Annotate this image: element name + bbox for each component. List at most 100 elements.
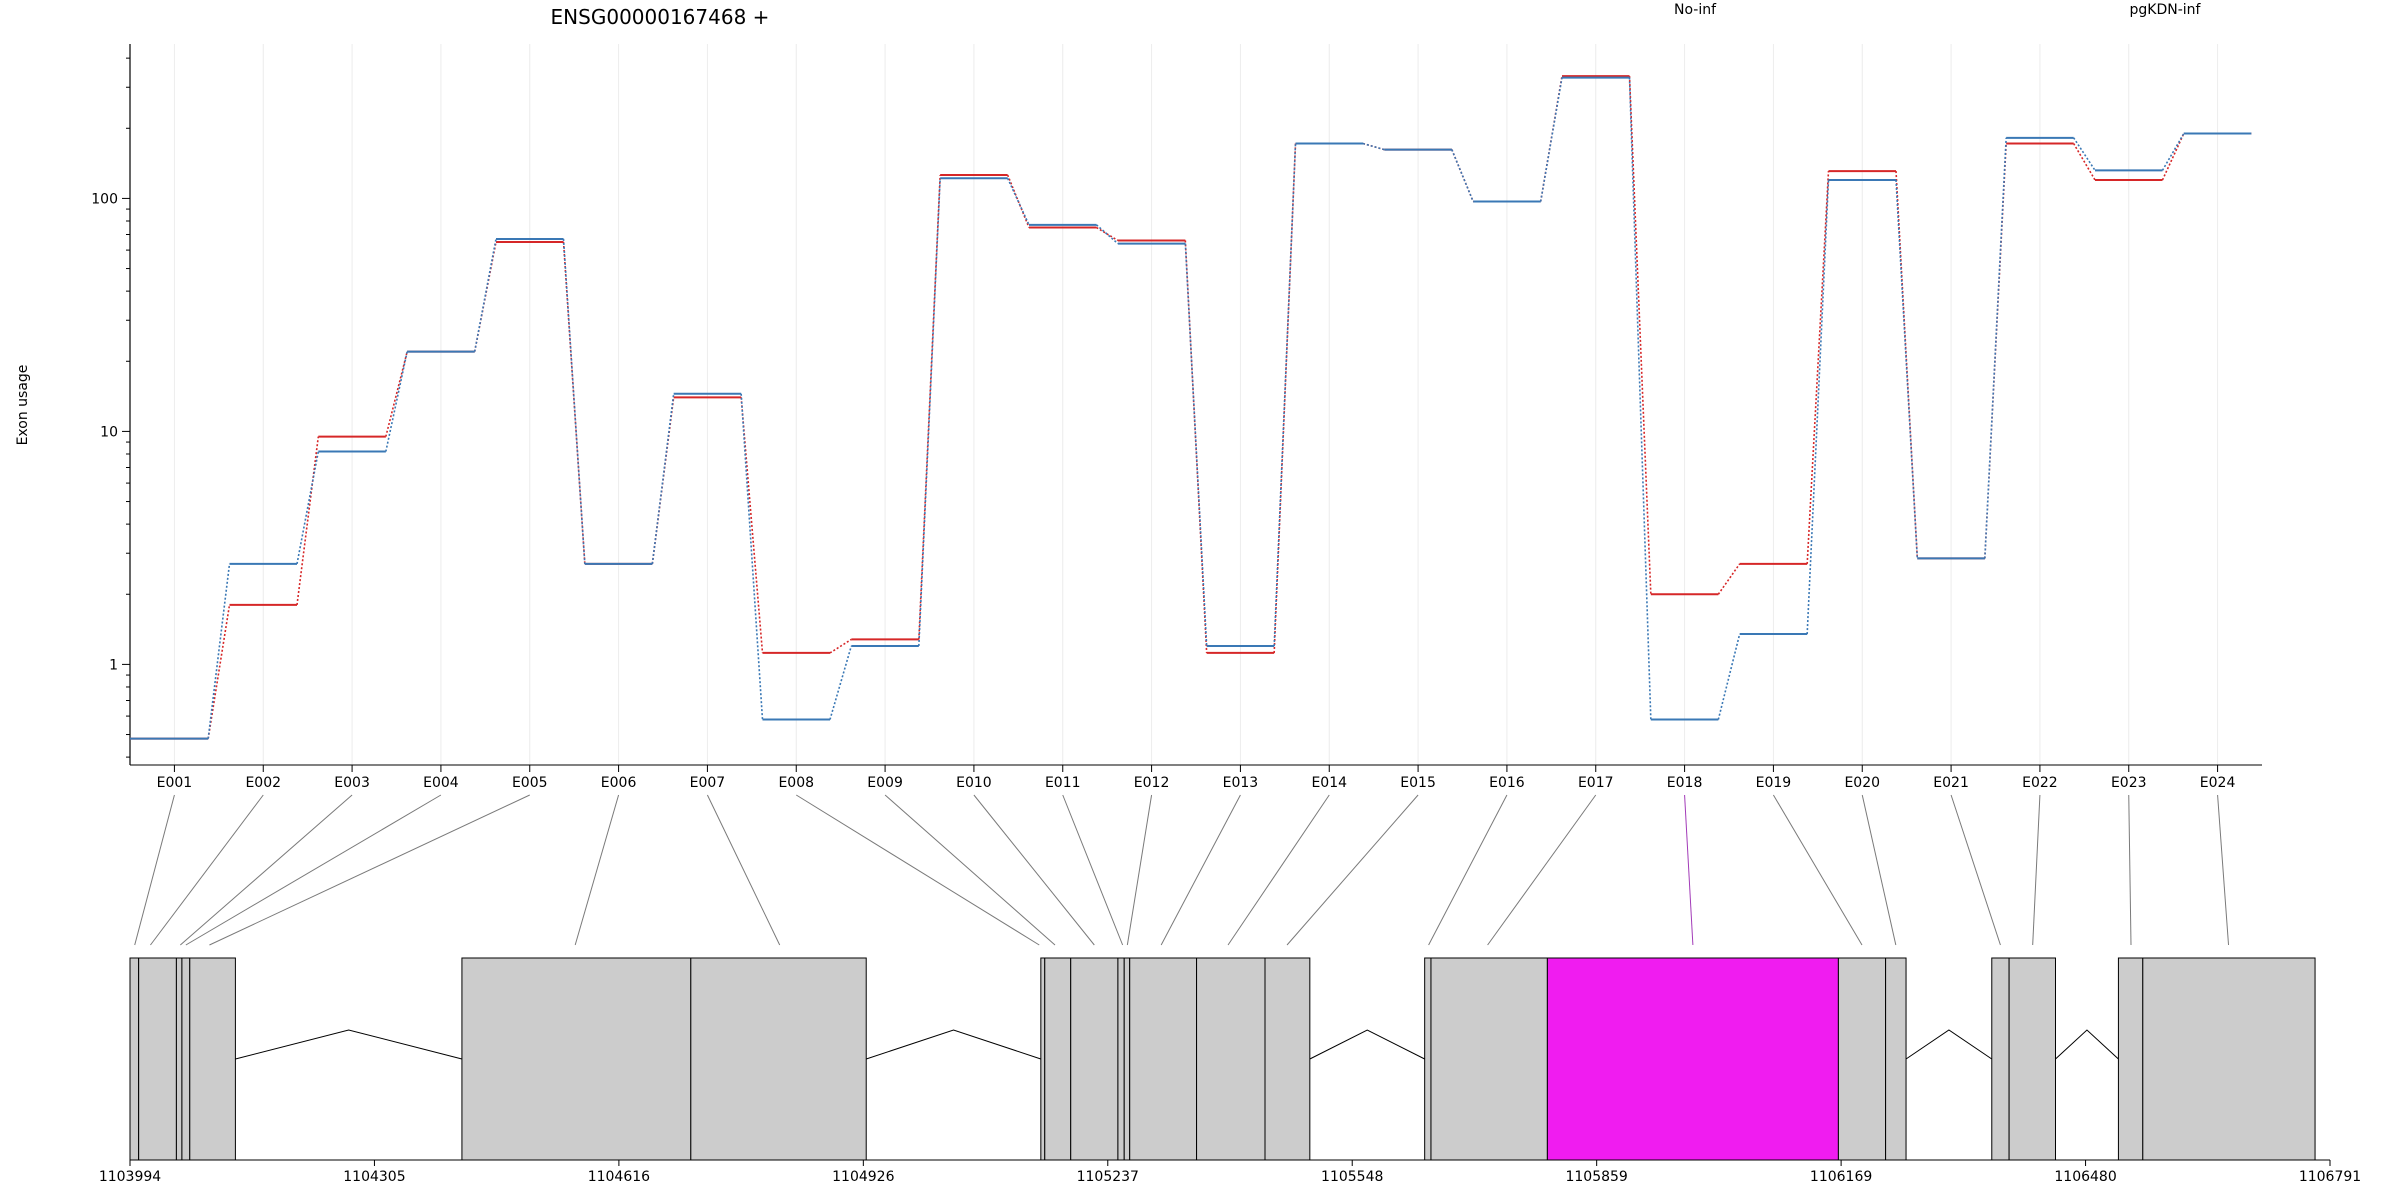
no-inf-connector: [1717, 563, 1741, 595]
genomic-tick-label-1104616: 1104616: [588, 1169, 650, 1185]
pgkdn-inf-connector: [1539, 77, 1563, 202]
x-tick-label-e019: E019: [1756, 775, 1792, 791]
x-tick-label-e001: E001: [157, 775, 193, 791]
genomic-tick-label-1103994: 1103994: [99, 1169, 161, 1185]
exon-box-e015: [1264, 957, 1311, 1161]
legend-entry-no-inf: No-inf: [1674, 2, 1717, 18]
x-tick-label-e017: E017: [1578, 775, 1614, 791]
exon-box-e012: [1123, 957, 1131, 1161]
genomic-tick-label-1105548: 1105548: [1321, 1169, 1383, 1185]
pgkdn-inf-connector: [1184, 243, 1208, 646]
connector-e005: [209, 794, 530, 946]
no-inf-connector: [385, 351, 408, 437]
exon-box-e022: [2008, 957, 2056, 1161]
pgkdn-inf-connector: [651, 393, 675, 564]
connector-e010: [973, 794, 1095, 946]
exon-box-e023: [2117, 957, 2144, 1161]
connector-e014: [1227, 794, 1330, 946]
connector-e015: [1286, 794, 1419, 946]
intron-5: [2055, 1029, 2119, 1060]
exon-box-e021: [1991, 957, 2010, 1161]
x-tick-label-e014: E014: [1311, 775, 1347, 791]
y-axis-label: Exon usage: [15, 365, 31, 446]
no-inf-connector: [1628, 76, 1652, 595]
no-inf-connector: [1184, 240, 1208, 653]
x-tick-label-e012: E012: [1134, 775, 1170, 791]
connector-e013: [1160, 794, 1241, 946]
x-tick-label-e020: E020: [1844, 775, 1880, 791]
exon-box-e010: [1070, 957, 1119, 1161]
genomic-tick-label-1106791: 1106791: [2299, 1169, 2361, 1185]
chart-title: ENSG00000167468 +: [551, 5, 770, 29]
x-tick-label-e009: E009: [867, 775, 903, 791]
exon-box-e008: [1040, 957, 1046, 1161]
x-tick-label-e023: E023: [2111, 775, 2147, 791]
pgkdn-inf-connector: [1628, 77, 1652, 720]
pgkdn-inf-connector: [1451, 149, 1474, 202]
pgkdn-inf-connector: [473, 238, 497, 352]
connector-e021: [1950, 794, 2001, 946]
exon-box-e006: [461, 957, 692, 1161]
exon-box-e016: [1424, 957, 1432, 1161]
pgkdn-inf-connector: [1273, 143, 1297, 646]
y-tick-label-1: 1: [109, 657, 118, 673]
pgkdn-inf-connector: [1895, 179, 1919, 559]
pgkdn-inf-connector: [2073, 137, 2096, 171]
x-tick-label-e002: E002: [245, 775, 281, 791]
exon-box-e024: [2142, 957, 2316, 1161]
connector-e009: [884, 794, 1056, 946]
pgkdn-inf-connector: [829, 645, 853, 720]
x-tick-label-e021: E021: [1933, 775, 1969, 791]
no-inf-connector: [1362, 142, 1385, 151]
pgkdn-inf-connector: [2161, 133, 2185, 171]
genomic-tick-label-1106169: 1106169: [1810, 1169, 1872, 1185]
x-tick-label-e024: E024: [2200, 775, 2236, 791]
connector-e011: [1062, 794, 1124, 946]
connector-e019: [1772, 794, 1863, 946]
x-tick-label-e015: E015: [1400, 775, 1436, 791]
exon-box-e003: [175, 957, 183, 1161]
x-tick-label-e018: E018: [1667, 775, 1703, 791]
connector-e023: [2128, 794, 2132, 946]
x-tick-label-e005: E005: [512, 775, 548, 791]
no-inf-connector: [1096, 226, 1119, 242]
exon-box-e007: [690, 957, 867, 1161]
pgkdn-inf-connector: [1717, 633, 1741, 720]
connector-e001: [134, 794, 175, 946]
connector-e022: [2032, 794, 2041, 946]
no-inf-connector: [207, 604, 231, 739]
exon-box-e001: [129, 957, 140, 1161]
pgkdn-inf-connector: [385, 351, 408, 452]
x-tick-label-e016: E016: [1489, 775, 1525, 791]
exon-box-e014: [1196, 957, 1266, 1161]
connector-e002: [150, 794, 264, 946]
no-inf-connector: [829, 638, 852, 654]
exon-box-e018: [1546, 957, 1839, 1161]
x-tick-label-e013: E013: [1223, 775, 1259, 791]
exon-box-e002: [138, 957, 177, 1161]
exon-box-e013: [1129, 957, 1198, 1161]
exon-box-e009: [1044, 957, 1072, 1161]
y-tick-label-100: 100: [91, 191, 118, 207]
x-tick-label-e007: E007: [690, 775, 726, 791]
exon-box-e020: [1885, 957, 1907, 1161]
gene-model: [129, 957, 2316, 1161]
exon-box-e004: [181, 957, 191, 1161]
x-tick-label-e010: E010: [956, 775, 992, 791]
genomic-tick-label-1105859: 1105859: [1565, 1169, 1627, 1185]
y-tick-label-10: 10: [100, 424, 118, 440]
no-inf-connector: [2072, 143, 2096, 181]
x-axis: E001 E002 E003 E004 E005 E006 E007 E008 E009 E010…: [130, 764, 2262, 791]
pgkdn-inf-connector: [207, 563, 231, 739]
pgkdn-inf-connector: [740, 393, 764, 720]
pgkdn-inf-connector: [1006, 177, 1030, 226]
pgkdn-inf-connector: [918, 178, 941, 646]
x-tick-label-e011: E011: [1045, 775, 1081, 791]
exon-box-e011: [1117, 957, 1125, 1161]
series-lines: [130, 75, 2252, 740]
pgkdn-inf-connector: [1362, 142, 1385, 151]
vertical-gridlines: [173, 44, 2219, 765]
no-inf-connector: [296, 436, 320, 606]
genomic-tick-label-1104926: 1104926: [832, 1169, 894, 1185]
